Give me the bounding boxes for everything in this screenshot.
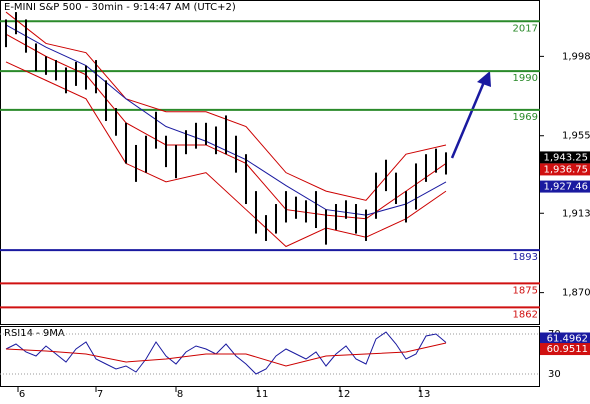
price-panel <box>0 0 540 325</box>
rsi-panel <box>0 326 540 387</box>
y-tick-label: 1,913 <box>562 208 590 219</box>
last-value-label: 61.4962 <box>547 334 588 345</box>
last-value-label: 1,943.25 <box>543 152 588 163</box>
y-tick-label: 1,998 <box>562 51 590 62</box>
x-tick-label: 8 <box>177 389 183 400</box>
y-tick-label: 30 <box>548 369 561 380</box>
x-tick-label: 11 <box>256 389 269 400</box>
indicator-line <box>5 61 447 248</box>
x-tick-label: 6 <box>19 389 25 400</box>
arrow-head <box>477 71 491 87</box>
level-label: 1990 <box>513 73 538 84</box>
last-value-box <box>540 332 590 345</box>
y-tick-label: 1,955 <box>562 131 590 142</box>
last-value-label: 1,936.75 <box>543 164 588 175</box>
last-value-label: 60.9511 <box>547 344 588 355</box>
indicator-line <box>5 33 447 220</box>
last-value-box <box>540 151 590 164</box>
indicator-line <box>5 11 447 201</box>
rsi-line <box>5 331 447 375</box>
level-label: 1862 <box>513 309 538 320</box>
chart-title: E-MINI S&P 500 - 30min - 9:14:47 AM (UTC… <box>4 2 236 13</box>
x-tick-label: 7 <box>97 389 103 400</box>
y-tick-label: 1,870 <box>562 288 590 299</box>
x-tick-label: 12 <box>338 389 351 400</box>
last-value-label: 1,927.46 <box>543 182 588 193</box>
level-label: 2017 <box>513 23 538 34</box>
rsi-line <box>5 342 447 367</box>
rsi-title: RSI14 - 9MA <box>4 328 65 339</box>
arrow <box>450 81 486 159</box>
level-label: 1969 <box>513 112 538 123</box>
last-value-box <box>540 163 590 176</box>
level-label: 1875 <box>513 285 538 296</box>
level-label: 1893 <box>513 252 538 263</box>
last-value-box <box>540 180 590 193</box>
x-tick-label: 13 <box>418 389 431 400</box>
last-value-box <box>540 343 590 356</box>
